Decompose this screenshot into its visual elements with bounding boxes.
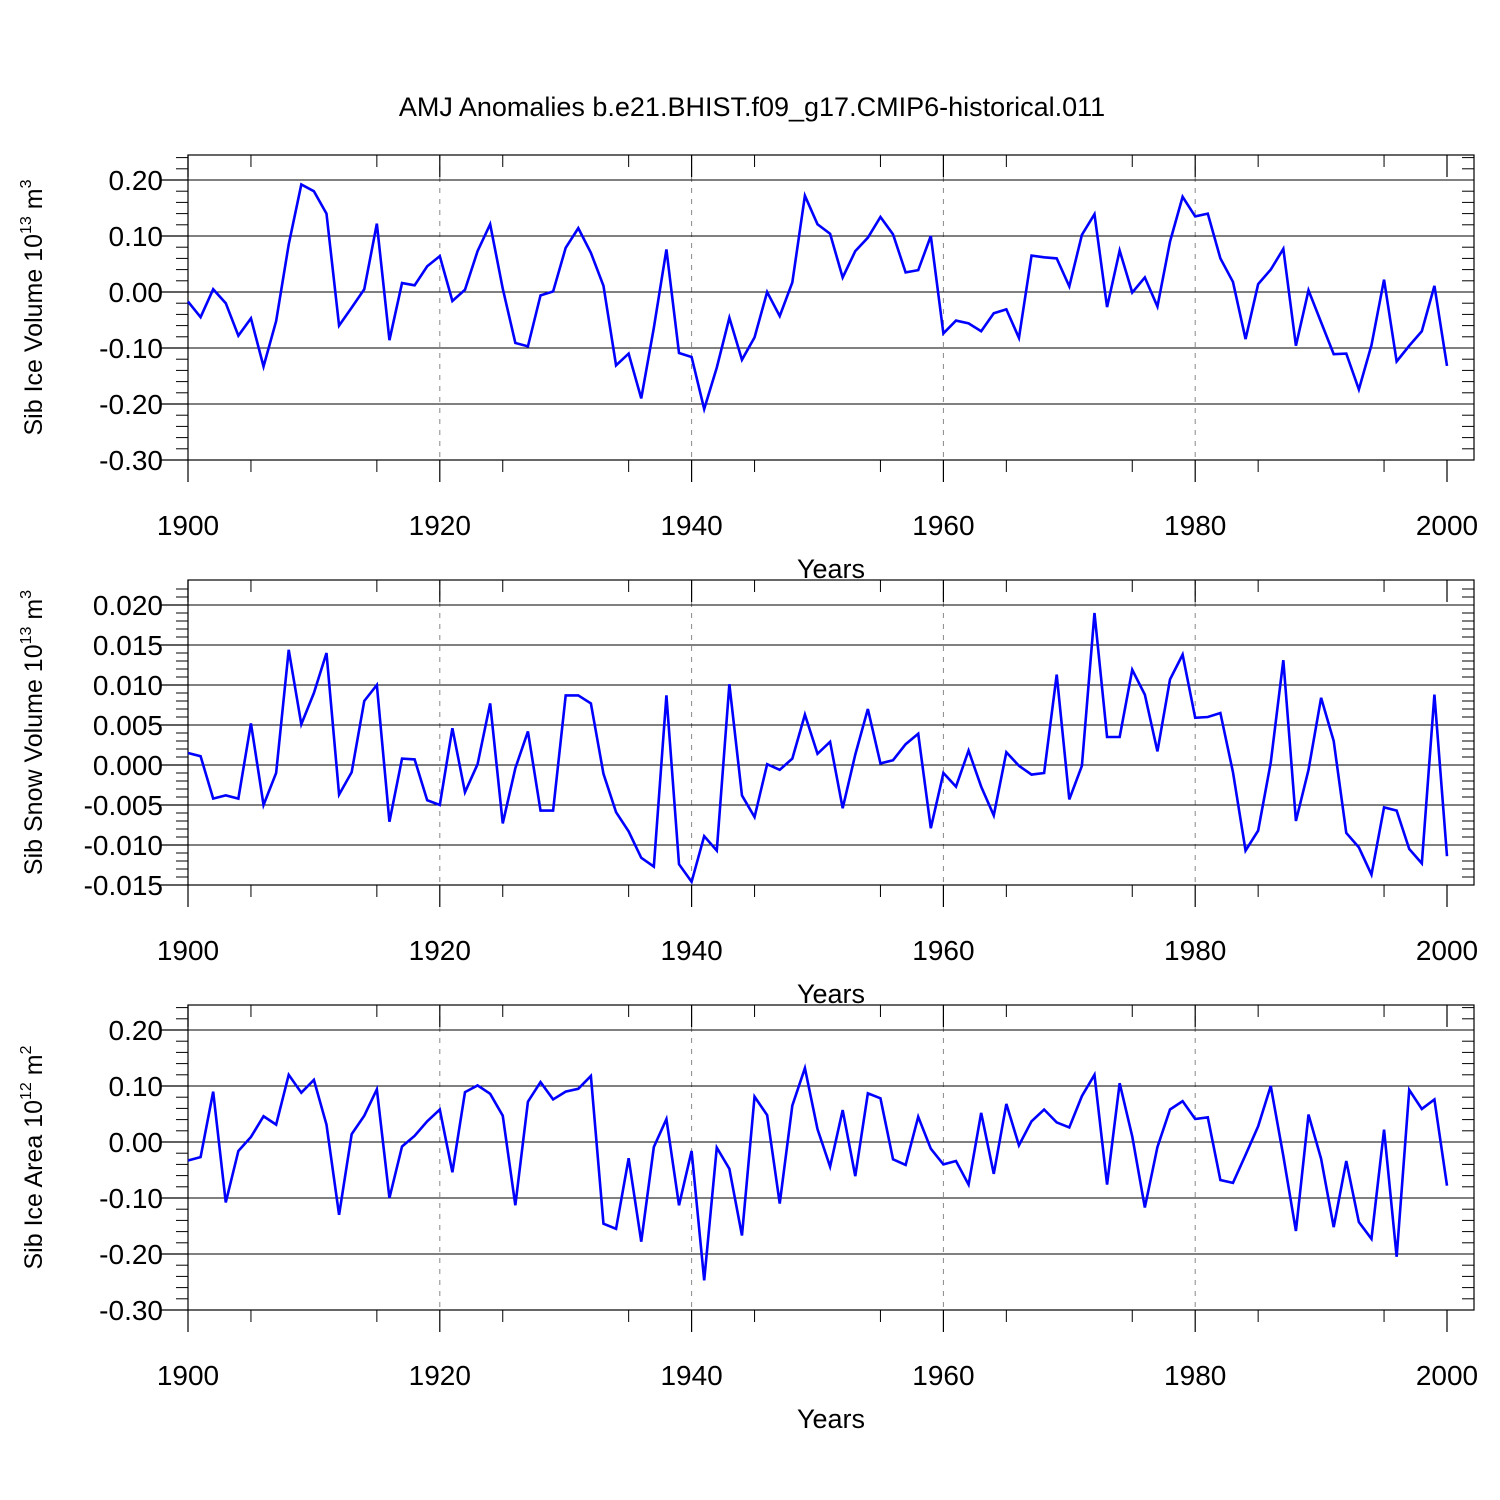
x-tick-label: 2000: [1416, 935, 1478, 966]
x-tick-label: 1980: [1164, 935, 1226, 966]
x-tick-label: 1920: [409, 1360, 471, 1391]
y-tick-label: -0.20: [99, 1239, 163, 1270]
y-tick-label: 0.000: [93, 750, 163, 781]
x-tick-label: 1940: [660, 510, 722, 541]
y-tick-label: -0.10: [99, 1183, 163, 1214]
chart-panel-2: 0.020 0.015 0.010 0.005 0.000 -0.005 -0.010 -0.…: [18, 579, 1478, 1009]
x-tick-label: 1960: [912, 1360, 974, 1391]
y-tick-label: 0.10: [109, 1071, 164, 1102]
x-tick-label: 1940: [660, 935, 722, 966]
x-tick-label: 1960: [912, 935, 974, 966]
y-tick-label: -0.30: [99, 445, 163, 476]
y-tick-label: -0.30: [99, 1295, 163, 1326]
y-tick-label: 0.010: [93, 670, 163, 701]
series-line: [187, 1063, 1449, 1281]
chart-title: AMJ Anomalies b.e21.BHIST.f09_g17.CMIP6-…: [399, 92, 1105, 122]
y-tick-label: 0.00: [109, 1127, 164, 1158]
y-tick-label: 0.005: [93, 710, 163, 741]
x-tick-label: 1900: [157, 510, 219, 541]
x-tick-label: 1940: [660, 1360, 722, 1391]
y-axis-label: Sib Snow Volume 1013 m3: [18, 590, 48, 875]
plot-frame: [187, 154, 1475, 461]
x-tick-label: 1920: [409, 935, 471, 966]
y-axis-label: Sib Ice Area 1012 m2: [18, 1045, 48, 1269]
y-tick-label: -0.10: [99, 333, 163, 364]
y-tick-label: -0.005: [84, 790, 163, 821]
x-tick-label: 2000: [1416, 510, 1478, 541]
x-tick-label: 1980: [1164, 510, 1226, 541]
x-axis-label: Years: [797, 554, 865, 584]
y-axis-label: Sib Ice Volume 1013 m3: [18, 179, 48, 435]
x-tick-label: 1980: [1164, 1360, 1226, 1391]
x-tick-label: 1900: [157, 1360, 219, 1391]
x-tick-label: 1900: [157, 935, 219, 966]
chart-panel-1: 0.20 0.10 0.00 -0.10 -0.20 -0.30 1900 1920 1940 1…: [18, 154, 1478, 584]
y-tick-label: 0.020: [93, 590, 163, 621]
y-tick-label: 0.015: [93, 630, 163, 661]
y-tick-label: 0.20: [109, 1015, 164, 1046]
y-tick-label: 0.20: [109, 165, 164, 196]
y-tick-label: -0.20: [99, 389, 163, 420]
x-tick-label: 1960: [912, 510, 974, 541]
y-tick-label: -0.010: [84, 830, 163, 861]
x-axis-label: Years: [797, 979, 865, 1009]
series-line: [186, 182, 1449, 414]
chart-panel-3: 0.20 0.10 0.00 -0.10 -0.20 -0.30 1900 1920 1940 1…: [18, 1004, 1478, 1434]
x-axis-label: Years: [797, 1404, 865, 1434]
x-tick-label: 1920: [409, 510, 471, 541]
y-tick-label: 0.00: [109, 277, 164, 308]
y-tick-label: -0.015: [84, 870, 163, 901]
series-line: [187, 612, 1449, 885]
x-tick-label: 2000: [1416, 1360, 1478, 1391]
y-tick-label: 0.10: [109, 221, 164, 252]
